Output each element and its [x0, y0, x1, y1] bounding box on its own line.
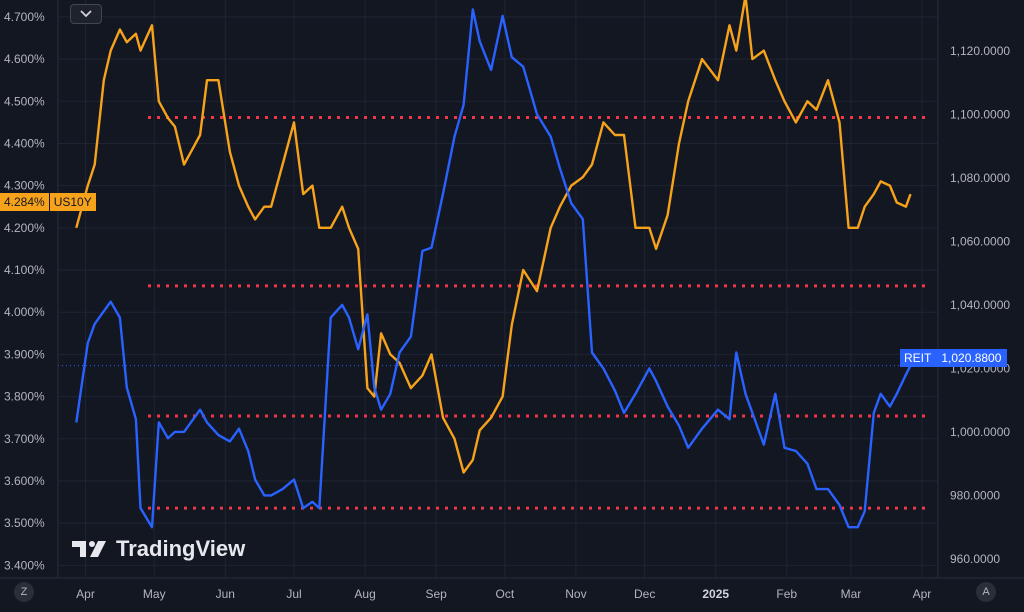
us10y-tag: 4.284% US10Y — [0, 193, 96, 211]
series-line-reit — [75, 8, 912, 529]
left-axis-tick-label: 4.500% — [4, 94, 45, 108]
time-axis-label: Sep — [425, 587, 447, 601]
reference-lines — [58, 116, 938, 510]
time-axis-label: Dec — [634, 587, 655, 601]
time-axis-label: Apr — [913, 587, 932, 601]
us10y-series-name: US10Y — [48, 193, 96, 211]
us10y-last-value: 4.284% — [0, 193, 49, 211]
right-axis-tick-label: 1,000.0000 — [950, 425, 1010, 439]
right-price-axis[interactable]: 1,120.0000 1,100.0000 1,080.0000 1,060.0000… — [937, 0, 1024, 612]
series-lines — [75, 0, 912, 529]
time-axis-label: Jul — [286, 587, 301, 601]
left-axis-bg — [0, 0, 58, 612]
left-price-axis[interactable]: 4.700% 4.600% 4.500% 4.400% 4.300% 4.200% 4.10… — [0, 0, 59, 612]
tradingview-logo-icon — [72, 541, 106, 557]
right-axis-tick-label: 1,040.0000 — [950, 298, 1010, 312]
time-axis-label: Apr — [76, 587, 95, 601]
right-axis-tick-label: 1,060.0000 — [950, 234, 1010, 248]
left-axis-tick-label: 4.400% — [4, 136, 45, 150]
time-axis-label: Oct — [496, 587, 515, 601]
left-axis-tick-label: 3.800% — [4, 390, 45, 404]
auto-scale-button[interactable]: A — [976, 582, 996, 602]
tradingview-logo[interactable]: TradingView — [72, 536, 245, 562]
right-axis-bg — [938, 0, 1024, 612]
collapse-legend-button[interactable] — [70, 4, 102, 24]
timezone-button[interactable]: Z — [14, 582, 34, 602]
right-axis-tick-label: 1,100.0000 — [950, 107, 1010, 121]
right-axis-tick-label: 980.0000 — [950, 488, 1000, 502]
left-axis-tick-label: 3.400% — [4, 558, 45, 572]
logo-text: TradingView — [116, 536, 246, 561]
series-line-us10y — [75, 0, 912, 474]
grid — [58, 0, 938, 578]
left-axis-tick-label: 3.600% — [4, 474, 45, 488]
time-axis-label: May — [143, 587, 166, 601]
left-axis-tick-label: 4.200% — [4, 221, 45, 235]
left-axis-tick-label: 3.700% — [4, 432, 45, 446]
time-axis-label: Jun — [216, 587, 235, 601]
left-axis-tick-label: 4.000% — [4, 305, 45, 319]
left-axis-tick-label: 4.600% — [4, 52, 45, 66]
time-axis-label: Aug — [354, 587, 375, 601]
reit-tag: REIT 1,020.8800 — [900, 349, 1008, 367]
time-axis-label: Nov — [565, 587, 586, 601]
time-axis-label: Feb — [776, 587, 797, 601]
time-axis-label: 2025 — [702, 587, 729, 601]
left-axis-tick-label: 4.700% — [4, 10, 45, 24]
right-axis-tick-label: 1,080.0000 — [950, 171, 1010, 185]
left-axis-tick-label: 4.300% — [4, 179, 45, 193]
chevron-down-icon — [80, 10, 92, 18]
left-axis-tick-label: 4.100% — [4, 263, 45, 277]
right-axis-tick-label: 960.0000 — [950, 552, 1000, 566]
reit-last-value: 1,020.8800 — [935, 349, 1008, 367]
time-axis-label: Mar — [841, 587, 862, 601]
left-axis-tick-label: 3.900% — [4, 347, 45, 361]
reit-series-name: REIT — [900, 349, 936, 367]
right-axis-tick-label: 1,120.0000 — [950, 44, 1010, 58]
left-axis-tick-label: 3.500% — [4, 516, 45, 530]
time-axis[interactable]: Apr May Jun Jul Aug Sep Oct Nov Dec 2025 Feb Mar Apr — [0, 577, 1024, 601]
